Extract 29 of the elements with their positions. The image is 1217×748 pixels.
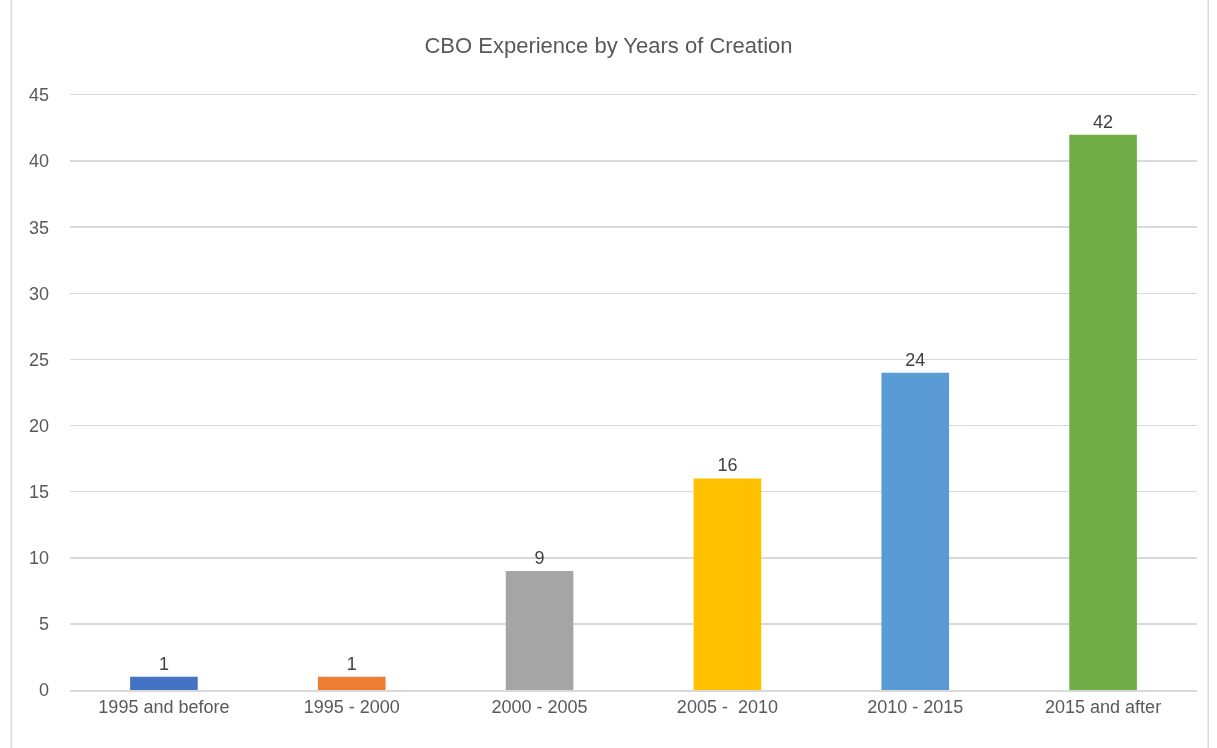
data-label: 9 [534,548,545,568]
bar [1069,134,1137,690]
bar [881,372,950,690]
x-tick-label: 1995 - 2000 [303,697,400,718]
y-tick-label: 5 [38,614,49,635]
y-tick-label: 25 [28,349,49,370]
x-tick-label: 2005 - 2010 [676,697,778,718]
y-tick-label: 15 [28,481,49,502]
y-tick-label: 0 [38,680,49,701]
data-label: 1 [346,653,357,674]
data-label: 24 [905,349,926,370]
data-label: 42 [1093,111,1114,132]
y-tick-label: 30 [28,283,49,304]
y-tick-label: 10 [28,548,49,569]
y-tick-label: 40 [28,151,49,172]
x-tick-label: 2015 and after [1045,697,1162,718]
data-label: 1 [158,653,169,674]
bar [505,571,574,690]
data-label: 16 [717,455,738,476]
bar [130,676,198,690]
chart-title: CBO Experience by Years of Creation [424,32,793,58]
x-tick-label: 2010 - 2015 [867,697,964,718]
y-tick-label: 20 [28,415,49,436]
y-tick-label: 35 [28,217,49,238]
x-tick-label: 2000 - 2005 [491,697,588,718]
bar [693,478,762,690]
bar [317,676,386,690]
x-tick-label: 1995 and before [98,697,230,718]
y-tick-label: 45 [28,85,49,106]
